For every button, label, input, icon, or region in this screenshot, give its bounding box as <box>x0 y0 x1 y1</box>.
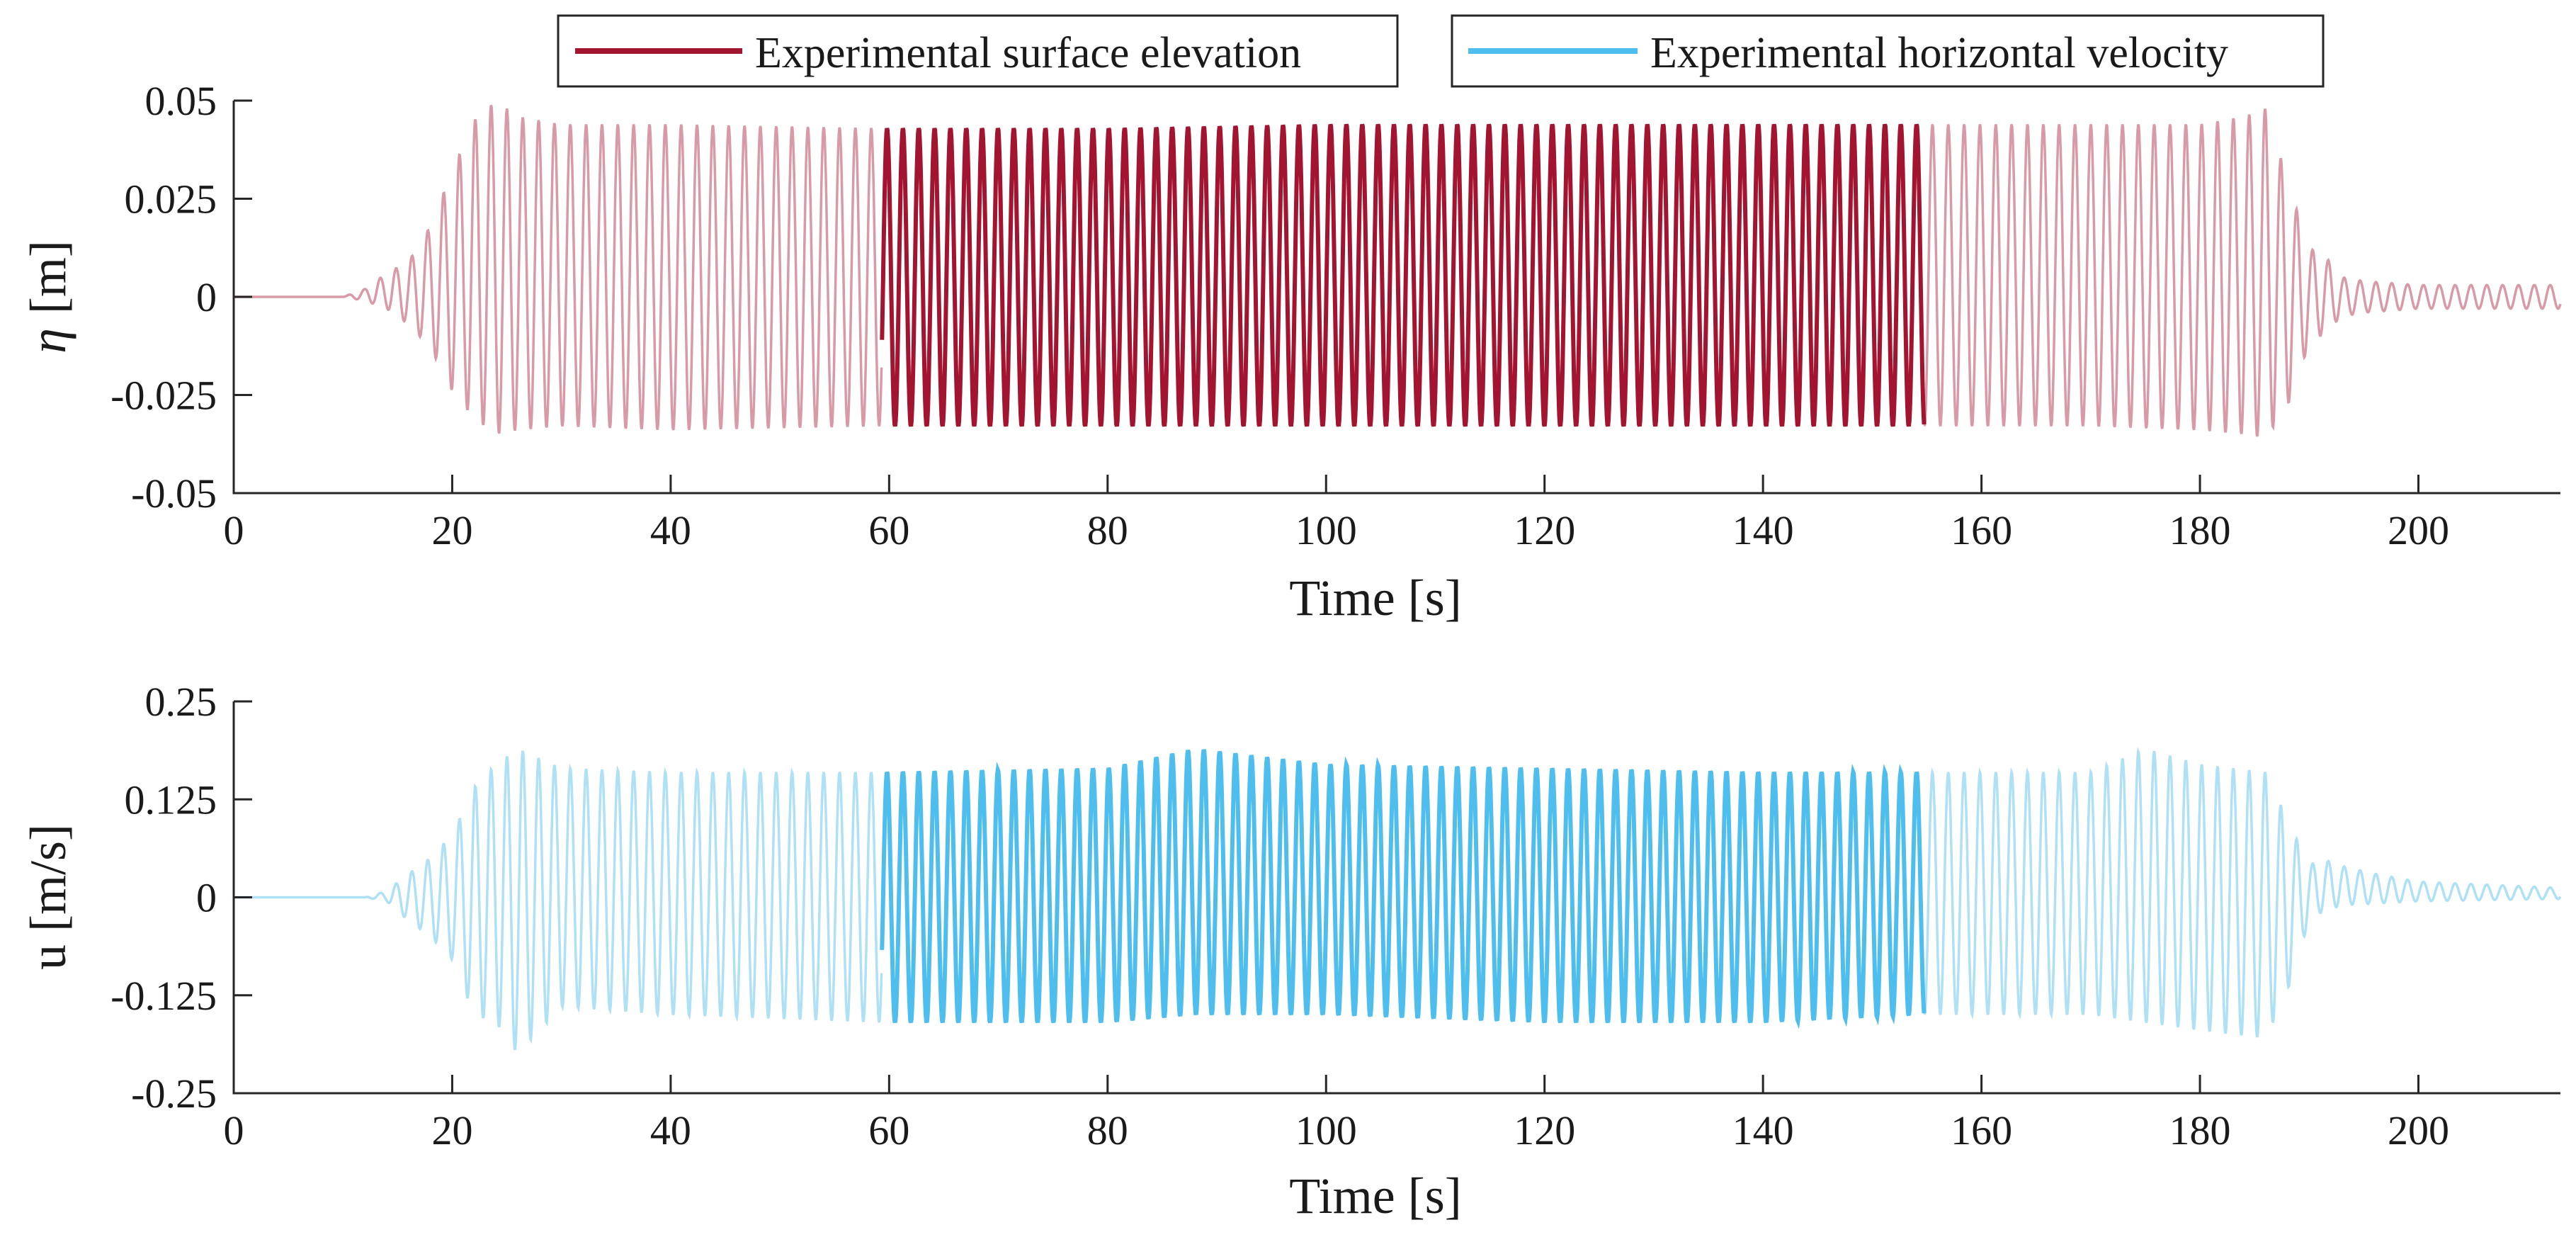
surface-elevation-series-line-highlighted <box>880 123 1927 427</box>
horizontal-velocity-x-tick-label: 60 <box>868 1107 909 1153</box>
legend-label-horizontal-velocity: Experimental horizontal velocity <box>1650 29 2228 77</box>
horizontal-velocity-x-tick-label: 140 <box>1732 1107 1794 1153</box>
surface-elevation-y-ticks: 0.05 0.025 0 -0.025 -0.05 <box>110 78 252 516</box>
surface-elevation-y-tick-label: 0.025 <box>125 176 217 222</box>
surface-elevation-x-ticks: 0 20 40 60 80 100 120 140 160 180 200 <box>224 475 2449 553</box>
surface-elevation-y-tick-label: 0.05 <box>145 78 217 124</box>
horizontal-velocity-x-tick-label: 160 <box>1951 1107 2012 1153</box>
surface-elevation-x-tick-label: 60 <box>868 507 909 553</box>
surface-elevation-series <box>234 104 2562 437</box>
horizontal-velocity-x-tick-label: 80 <box>1087 1107 1128 1153</box>
horizontal-velocity-y-tick-label: 0 <box>196 875 217 921</box>
horizontal-velocity-x-tick-label: 20 <box>431 1107 472 1153</box>
legend: Experimental surface elevation Experimen… <box>557 14 2325 88</box>
surface-elevation-x-tick-label: 120 <box>1514 507 1575 553</box>
horizontal-velocity-y-tick-label: 0.125 <box>125 777 217 823</box>
surface-elevation-x-tick-label: 200 <box>2388 507 2449 553</box>
horizontal-velocity-x-ticks: 0 20 40 60 80 100 120 140 160 180 200 <box>224 1075 2449 1153</box>
surface-elevation-x-tick-label: 40 <box>650 507 691 553</box>
horizontal-velocity-series-line-highlighted <box>880 749 1927 1029</box>
horizontal-velocity-x-axis-label: Time [s] <box>1289 1168 1461 1224</box>
surface-elevation-x-tick-label: 20 <box>431 507 472 553</box>
surface-elevation-panel: 0 20 40 60 80 100 120 140 160 180 200 0.050.0250-0… <box>20 78 2562 626</box>
eta-unit: [m] <box>20 240 76 314</box>
horizontal-velocity-x-tick-label: 40 <box>650 1107 691 1153</box>
horizontal-velocity-x-tick-label: 200 <box>2388 1107 2449 1153</box>
surface-elevation-x-tick-label: 0 <box>224 507 244 553</box>
horizontal-velocity-y-axis-label: u [m/s] <box>20 824 76 970</box>
horizontal-velocity-y-tick-label: -0.125 <box>110 973 217 1019</box>
horizontal-velocity-series-line-post <box>1923 747 2562 1038</box>
horizontal-velocity-series-line-pre <box>234 750 883 1051</box>
legend-entry-horizontal-velocity: Experimental horizontal velocity <box>1451 14 2325 88</box>
horizontal-velocity-y-tick-label: -0.25 <box>131 1071 217 1117</box>
horizontal-velocity-y-tick-label: 0.25 <box>145 679 217 725</box>
legend-entry-surface-elevation: Experimental surface elevation <box>557 14 1399 88</box>
horizontal-velocity-x-tick-label: 180 <box>2169 1107 2231 1153</box>
surface-elevation-x-tick-label: 160 <box>1951 507 2012 553</box>
horizontal-velocity-x-tick-label: 100 <box>1295 1107 1357 1153</box>
surface-elevation-x-tick-label: 100 <box>1295 507 1357 553</box>
surface-elevation-x-axis-label: Time [s] <box>1289 570 1461 626</box>
surface-elevation-y-tick-label: -0.025 <box>110 373 217 419</box>
horizontal-velocity-panel: 0 20 40 60 80 100 120 140 160 180 200 0.250.1250-0… <box>20 679 2562 1224</box>
surface-elevation-y-tick-label: -0.05 <box>131 470 217 516</box>
surface-elevation-x-tick-label: 180 <box>2169 507 2231 553</box>
surface-elevation-y-tick-label: 0 <box>196 274 217 320</box>
horizontal-velocity-x-tick-label: 120 <box>1514 1107 1575 1153</box>
legend-label-surface-elevation: Experimental surface elevation <box>755 29 1301 77</box>
horizontal-velocity-y-ticks: 0.25 0.125 0 -0.125 -0.25 <box>110 679 252 1117</box>
horizontal-velocity-series <box>234 747 2562 1051</box>
surface-elevation-series-line-post <box>1923 108 2562 437</box>
surface-elevation-y-axis-label: η [m] <box>20 240 76 354</box>
surface-elevation-x-tick-label: 80 <box>1087 507 1128 553</box>
horizontal-velocity-x-tick-label: 0 <box>224 1107 244 1153</box>
surface-elevation-x-tick-label: 140 <box>1732 507 1794 553</box>
surface-elevation-series-line-pre <box>234 104 883 434</box>
eta-symbol: η <box>20 328 76 354</box>
